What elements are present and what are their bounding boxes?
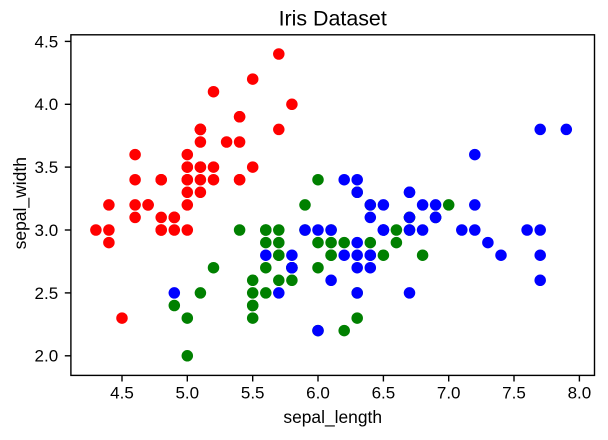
svg-text:8.0: 8.0	[568, 384, 592, 403]
svg-text:6.5: 6.5	[372, 384, 396, 403]
svg-text:3.5: 3.5	[35, 158, 59, 177]
svg-text:5.0: 5.0	[175, 384, 199, 403]
svg-text:3.0: 3.0	[35, 221, 59, 240]
svg-text:6.0: 6.0	[306, 384, 330, 403]
svg-text:4.5: 4.5	[110, 384, 134, 403]
svg-text:Iris Dataset: Iris Dataset	[279, 7, 387, 31]
svg-text:sepal_length: sepal_length	[283, 407, 382, 427]
svg-text:sepal_width: sepal_width	[10, 157, 31, 249]
svg-text:5.5: 5.5	[241, 384, 265, 403]
svg-text:4.0: 4.0	[35, 95, 59, 114]
svg-text:7.5: 7.5	[502, 384, 526, 403]
svg-text:4.5: 4.5	[35, 32, 59, 51]
svg-text:7.0: 7.0	[437, 384, 461, 403]
svg-text:2.5: 2.5	[35, 284, 59, 303]
svg-text:2.0: 2.0	[35, 347, 59, 366]
